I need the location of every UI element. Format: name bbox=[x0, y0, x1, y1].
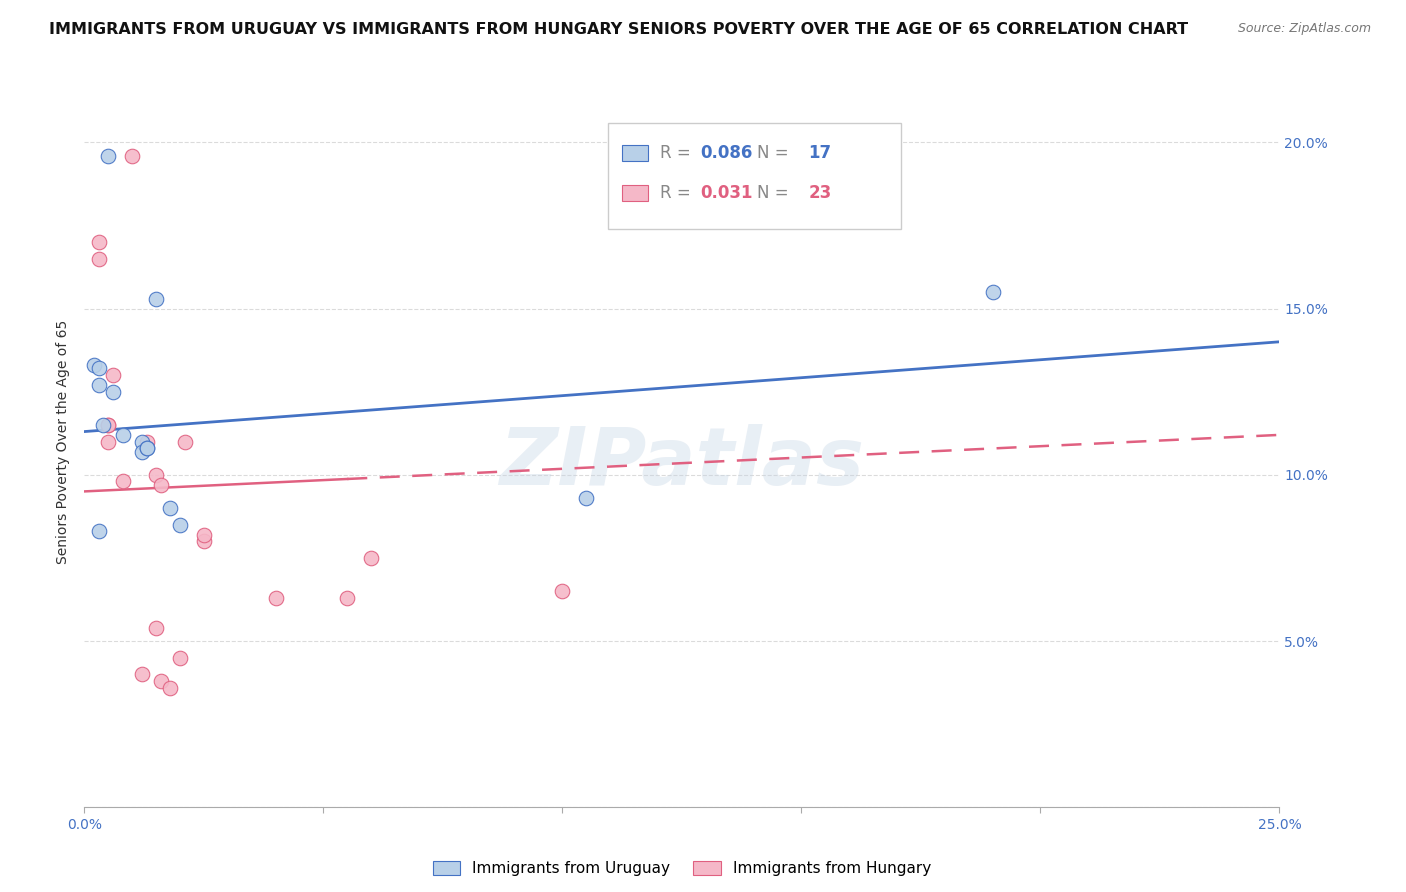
Point bbox=[159, 681, 181, 695]
Point bbox=[121, 148, 143, 162]
FancyBboxPatch shape bbox=[623, 145, 648, 161]
Text: R =: R = bbox=[661, 184, 696, 202]
Point bbox=[131, 667, 153, 681]
Point bbox=[173, 434, 195, 449]
Text: 0.086: 0.086 bbox=[700, 144, 752, 161]
Point bbox=[135, 441, 157, 455]
Text: 0.031: 0.031 bbox=[700, 184, 752, 202]
Text: 17: 17 bbox=[808, 144, 832, 161]
Point bbox=[135, 434, 157, 449]
Point bbox=[336, 591, 359, 605]
Text: R =: R = bbox=[661, 144, 696, 161]
Point bbox=[101, 384, 124, 399]
FancyBboxPatch shape bbox=[607, 123, 901, 229]
Point bbox=[149, 673, 172, 688]
Point bbox=[87, 361, 110, 376]
Text: 23: 23 bbox=[808, 184, 832, 202]
Y-axis label: Seniors Poverty Over the Age of 65: Seniors Poverty Over the Age of 65 bbox=[56, 319, 70, 564]
Point bbox=[97, 417, 120, 432]
Point bbox=[101, 368, 124, 382]
Point bbox=[169, 517, 191, 532]
Point bbox=[145, 621, 167, 635]
Point bbox=[149, 477, 172, 491]
Text: Source: ZipAtlas.com: Source: ZipAtlas.com bbox=[1237, 22, 1371, 36]
Text: N =: N = bbox=[758, 144, 794, 161]
Text: N =: N = bbox=[758, 184, 794, 202]
Point bbox=[360, 550, 382, 565]
Point bbox=[87, 235, 110, 249]
Point bbox=[135, 441, 157, 455]
Point bbox=[193, 534, 215, 549]
Point bbox=[111, 475, 134, 489]
Point bbox=[87, 524, 110, 539]
Point bbox=[193, 527, 215, 541]
Point bbox=[131, 444, 153, 458]
Point bbox=[83, 358, 105, 372]
Point bbox=[97, 148, 120, 162]
Point bbox=[169, 650, 191, 665]
Point bbox=[111, 428, 134, 442]
Text: ZIPatlas: ZIPatlas bbox=[499, 425, 865, 502]
Point bbox=[575, 491, 598, 505]
Point bbox=[93, 417, 115, 432]
Point bbox=[97, 434, 120, 449]
Point bbox=[264, 591, 287, 605]
Point bbox=[145, 292, 167, 306]
Text: IMMIGRANTS FROM URUGUAY VS IMMIGRANTS FROM HUNGARY SENIORS POVERTY OVER THE AGE : IMMIGRANTS FROM URUGUAY VS IMMIGRANTS FR… bbox=[49, 22, 1188, 37]
Point bbox=[97, 417, 120, 432]
Point bbox=[981, 285, 1004, 299]
Point bbox=[159, 501, 181, 516]
FancyBboxPatch shape bbox=[623, 185, 648, 201]
Point bbox=[131, 434, 153, 449]
Legend: Immigrants from Uruguay, Immigrants from Hungary: Immigrants from Uruguay, Immigrants from… bbox=[426, 855, 938, 882]
Point bbox=[87, 252, 110, 266]
Point bbox=[87, 378, 110, 392]
Point bbox=[551, 584, 574, 599]
Point bbox=[145, 467, 167, 482]
